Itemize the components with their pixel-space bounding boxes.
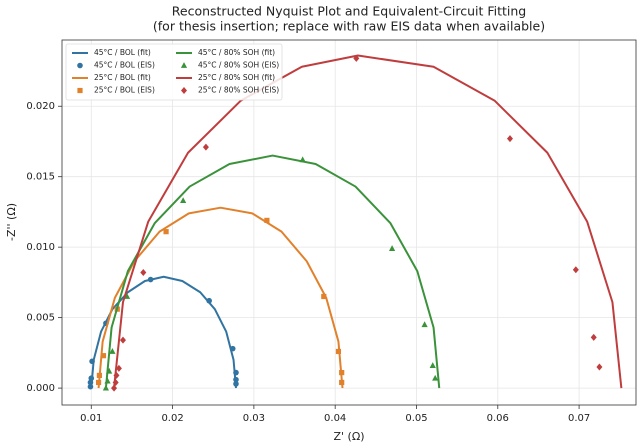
data-point [163, 229, 169, 235]
x-tick-label: 0.07 [568, 413, 590, 424]
y-tick-label: 0.005 [26, 313, 55, 324]
legend-label: 45°C / 80% SOH (EIS) [198, 61, 279, 70]
data-point [233, 369, 239, 376]
x-tick-label: 0.06 [487, 413, 509, 424]
data-point [596, 363, 603, 371]
x-tick-label: 0.05 [405, 413, 427, 424]
y-tick-label: 0.020 [26, 101, 55, 112]
data-point [87, 383, 94, 390]
data-point [339, 369, 345, 376]
data-point [113, 371, 120, 379]
data-point [339, 379, 345, 386]
x-tick-label: 0.04 [324, 413, 346, 424]
data-point [432, 374, 439, 381]
data-point [104, 377, 111, 384]
data-point [321, 293, 327, 300]
x-axis-label: Z' (Ω) [333, 430, 364, 443]
fit-line [113, 54, 623, 389]
data-point [111, 384, 118, 392]
data-point [106, 367, 113, 374]
data-point [112, 378, 119, 386]
legend-swatch [180, 62, 188, 68]
legend-swatch [77, 62, 83, 69]
legend-label: 25°C / BOL (fit) [94, 73, 151, 82]
data-point [233, 376, 239, 383]
chart-subtitle: (for thesis insertion; replace with raw … [153, 19, 545, 34]
data-point [233, 381, 239, 387]
data-point [388, 245, 396, 251]
x-tick-label: 0.01 [80, 413, 102, 424]
legend-label: 25°C / 80% SOH (fit) [198, 73, 275, 82]
data-point [299, 156, 306, 163]
data-point [353, 54, 360, 62]
legend-swatch [181, 87, 187, 94]
legend: 45°C / BOL (fit) 45°C / BOL (EIS) 25°C / B… [65, 43, 283, 101]
fit-line [104, 154, 441, 389]
data-point [506, 135, 513, 143]
axes: 0.01 0.02 0.03 0.04 0.05 0.06 0.07 0.000 0.005 0.… [26, 39, 637, 424]
data-point [88, 375, 95, 382]
data-point [180, 197, 187, 204]
data-point [109, 348, 116, 354]
data-point [147, 276, 154, 283]
plot-frame [61, 39, 637, 406]
data-point [206, 297, 212, 304]
data-point [335, 348, 342, 355]
legend-label: 45°C / BOL (fit) [94, 48, 151, 57]
legend-label: 45°C / BOL (EIS) [94, 61, 155, 70]
legend-swatch [77, 87, 83, 94]
y-tick-label: 0.015 [26, 172, 55, 183]
data-point [590, 333, 597, 341]
data-point [202, 143, 209, 151]
data-point [87, 379, 94, 386]
data-point [96, 372, 102, 379]
y-tick-label: 0.000 [26, 383, 55, 394]
data-point [429, 362, 436, 368]
data-point [100, 353, 107, 359]
plot-area [87, 54, 623, 392]
data-point [102, 384, 110, 391]
data-point [140, 269, 147, 277]
data-point [89, 358, 95, 365]
data-point [95, 379, 102, 386]
legend-label: 25°C / 80% SOH (EIS) [198, 86, 279, 95]
data-point [572, 266, 579, 274]
legend-box [65, 43, 283, 101]
y-tick-label: 0.010 [26, 242, 55, 253]
x-tick-label: 0.02 [161, 413, 183, 424]
data-point [264, 217, 270, 223]
data-point [115, 364, 122, 372]
chart-title: Reconstructed Nyquist Plot and Equivalen… [172, 4, 526, 19]
legend-label: 45°C / 80% SOH (fit) [198, 48, 275, 57]
fit-line [90, 275, 237, 389]
x-tick-label: 0.03 [243, 413, 265, 424]
data-point [229, 345, 236, 352]
data-point [119, 336, 126, 344]
data-point [421, 321, 428, 328]
y-axis-label: -Z'' (Ω) [5, 203, 18, 241]
legend-label: 25°C / BOL (EIS) [94, 86, 155, 95]
